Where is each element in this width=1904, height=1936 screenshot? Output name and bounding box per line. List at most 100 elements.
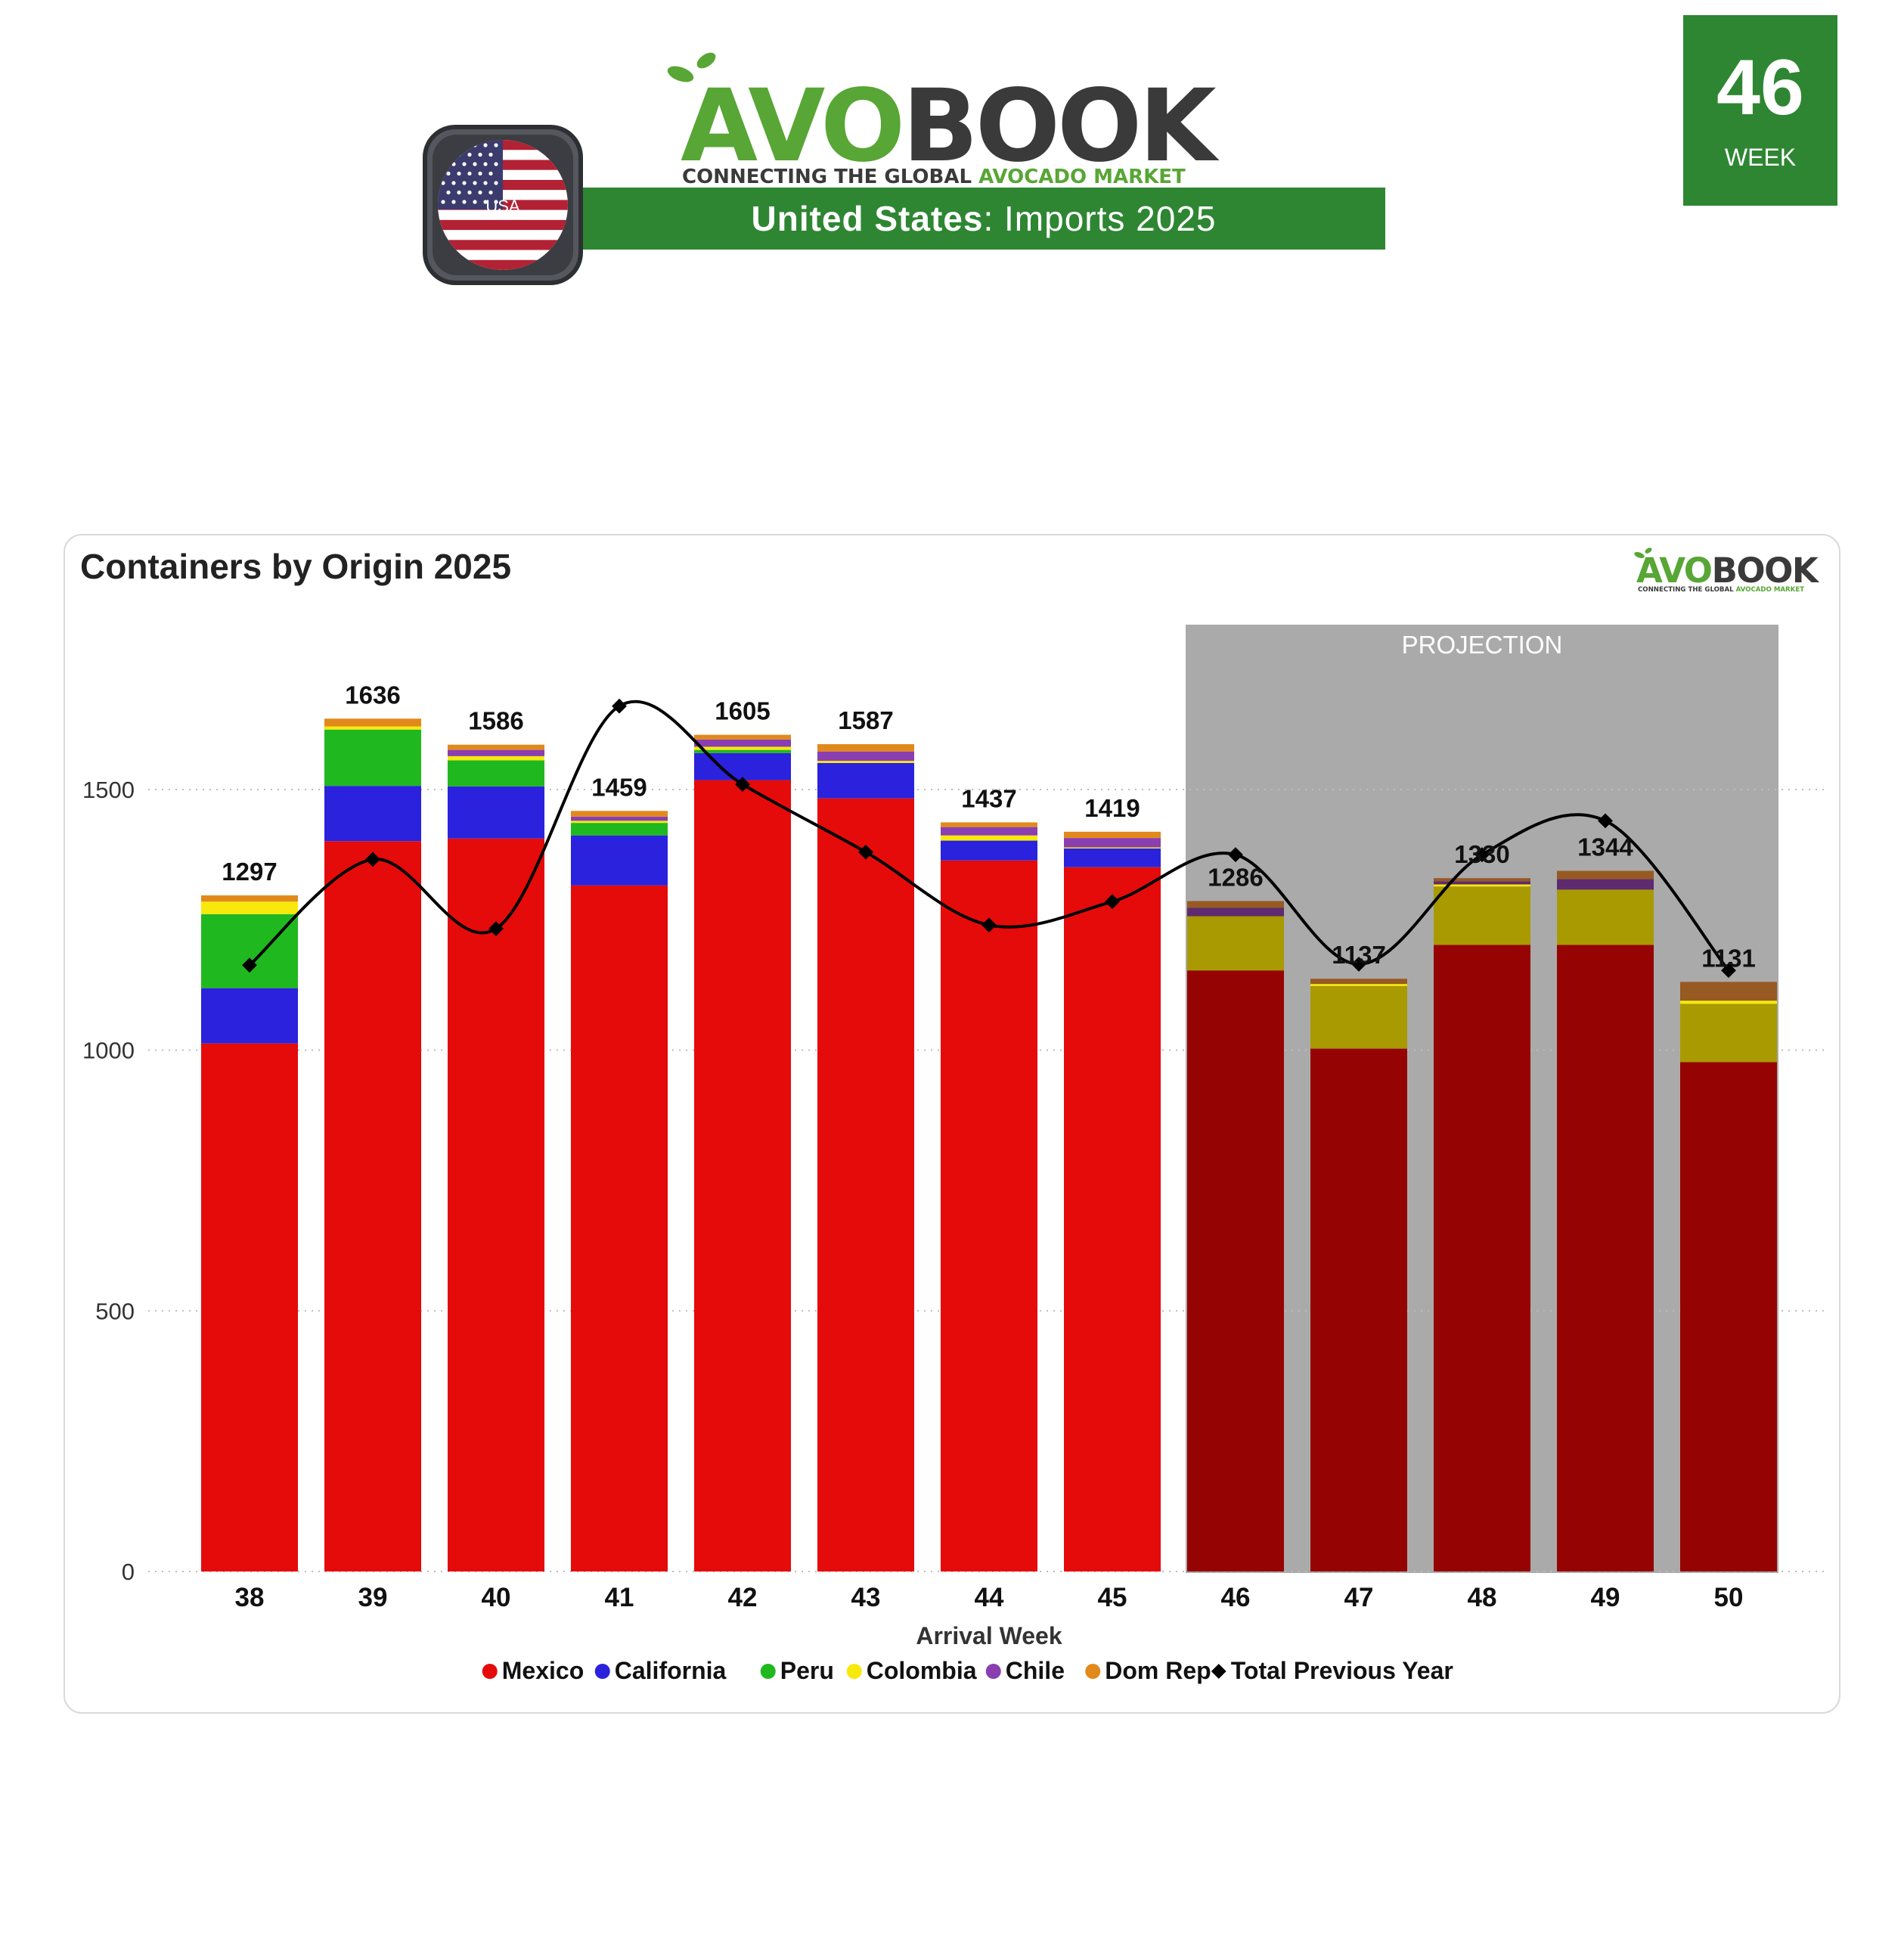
total-label: 1286 [1208,864,1263,892]
bar-segment-colombia [941,835,1037,841]
total-label: 1437 [961,784,1016,812]
bar-segment-chile [448,749,544,756]
total-label: 1605 [715,697,770,725]
mini-logo-avo: AVO [1636,551,1712,591]
bar-segment-dom-rep [201,895,298,902]
total-label: 1419 [1084,794,1140,822]
bar-segment-colombia [817,761,914,763]
bar-segment-mexico [1680,1062,1777,1571]
x-tick-label: 45 [1098,1583,1127,1612]
previous-year-point [1351,957,1366,972]
legend-marker [1211,1664,1226,1679]
bar-segment-peru [1680,1004,1777,1063]
svg-text:AVOBOOK: AVOBOOK [1636,551,1820,591]
bar-segment-chile [941,827,1037,836]
x-tick-label: 39 [358,1583,388,1612]
x-tick-label: 46 [1221,1583,1251,1612]
legend-label: Colombia [867,1657,977,1684]
chart-title: Containers by Origin 2025 [80,547,512,586]
legend-item-colombia: Colombia [846,1657,977,1684]
total-label: 1459 [591,773,647,801]
mini-tagline-prefix: CONNECTING THE GLOBAL [1638,586,1736,594]
bar-segment-california [941,840,1037,861]
bar-segment-mexico [324,841,421,1571]
bar-segment-peru [694,749,791,753]
bar-segment-peru [1434,886,1530,945]
legend-label: Chile [1006,1657,1065,1684]
x-tick-label: 43 [851,1583,881,1612]
previous-year-point [735,777,750,793]
mini-leaf-icon [1634,548,1652,559]
svg-text:CONNECTING THE GLOBAL AVOCADO: CONNECTING THE GLOBAL AVOCADO MARKET [682,166,1186,188]
svg-text:CONNECTING THE GLOBAL AVOCADO: CONNECTING THE GLOBAL AVOCADO MARKET [1638,586,1804,594]
logo-avo-text: AVO [681,68,902,185]
bar-segment-chile [571,816,668,821]
mini-logo-book: BOOK [1712,551,1820,591]
bar-segment-dom-rep [448,744,544,750]
x-tick-label: 49 [1591,1583,1620,1612]
bar-segment-dom-rep [1310,979,1407,985]
bar-segment-mexico [201,1043,298,1571]
bar-segment-california [201,988,298,1044]
previous-year-point [1228,847,1243,863]
logo-tagline-prefix: CONNECTING THE GLOBAL [682,166,978,188]
logo-book-text: BOOK [902,68,1220,185]
logo-tagline-suffix: AVOCADO MARKET [978,166,1186,188]
legend-item-peru: Peru [760,1657,834,1684]
bar-segment-colombia [324,726,421,730]
bar-segment-dom-rep [694,734,791,740]
bar-segment-mexico [571,885,668,1571]
bar-segment-dom-rep [1064,831,1161,839]
bar-segment-mexico [1434,945,1530,1571]
total-label: 1297 [222,858,277,886]
bar-segment-colombia [1680,1001,1777,1004]
leaf-icon [667,52,716,82]
flag-label: USA [485,197,520,216]
bar-segment-peru [1310,985,1407,1049]
bar-segment-dom-rep [941,822,1037,827]
subtitle-rest: : Imports 2025 [983,199,1217,238]
legend-label: Peru [780,1657,834,1684]
legend-marker [594,1664,610,1679]
week-label: WEEK [1724,144,1797,171]
x-tick-label: 48 [1468,1583,1497,1612]
bar-segment-california [448,786,544,839]
x-tick-label: 50 [1714,1583,1744,1612]
bar-segment-chile [1557,879,1654,890]
total-label: 1137 [1332,941,1386,969]
x-tick-label: 38 [235,1583,265,1612]
bar-segment-peru [1187,916,1284,971]
legend-marker [846,1664,862,1679]
bar-segment-mexico [817,798,914,1571]
bar-segment-colombia [448,755,544,761]
bar-segment-chile [1187,908,1284,917]
legend-label: Total Previous Year [1231,1657,1453,1684]
legend-item-chile: Chile [985,1657,1065,1684]
y-tick-label: 1000 [82,1038,135,1064]
bar-segment-mexico [694,780,791,1571]
bar-segment-chile [1064,838,1161,848]
bar-segment-colombia [1064,847,1161,849]
x-tick-label: 41 [605,1583,634,1612]
x-tick-label: 42 [728,1583,758,1612]
legend-item-dom-rep: Dom Rep [1085,1657,1211,1684]
bar-segment-mexico [1064,867,1161,1571]
week-number: 46 [1716,44,1804,132]
total-label: 1636 [345,681,400,709]
bar-segment-mexico [448,838,544,1571]
legend-marker [1085,1664,1101,1679]
previous-year-point [1475,847,1490,863]
bar-segment-california [571,835,668,886]
previous-year-point [858,844,873,860]
bar-segment-dom-rep [571,811,668,817]
bar-segment-mexico [1310,1048,1407,1571]
y-tick-label: 1500 [82,777,135,803]
bar-segment-peru [324,729,421,786]
previous-year-point [612,698,627,714]
previous-year-point [242,957,257,973]
bar-segment-peru [448,760,544,786]
bar-segment-chile [694,739,791,747]
usa-flag-icon: USA [423,125,583,285]
bar-segment-colombia [571,821,668,824]
